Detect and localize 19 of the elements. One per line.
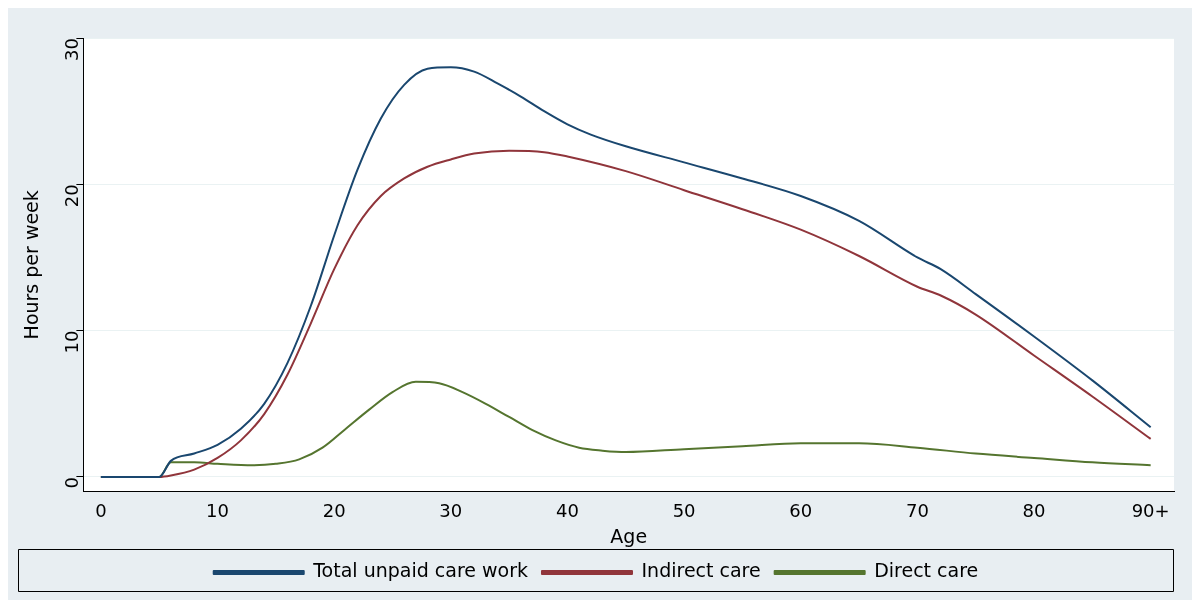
- y-tick-label: 10: [61, 330, 83, 354]
- x-axis-title: Age: [610, 524, 648, 547]
- x-tick-label: 30: [439, 500, 463, 522]
- x-tick-label: 70: [905, 500, 929, 522]
- y-tick-label: 0: [61, 476, 83, 489]
- x-tick-label: 0: [95, 500, 107, 522]
- x-tick-label: 40: [556, 500, 579, 522]
- legend-label: Indirect care: [641, 559, 761, 582]
- legend-label: Direct care: [874, 559, 979, 582]
- y-tick-label: 30: [61, 38, 83, 61]
- x-tick-label: 60: [789, 500, 813, 522]
- x-tick-label: 50: [672, 500, 696, 522]
- y-axis-title: Hours per week: [20, 190, 43, 340]
- legend-label: Total unpaid care work: [312, 559, 529, 582]
- y-tick-label: 20: [61, 184, 83, 208]
- x-tick-label: 80: [1022, 500, 1046, 522]
- x-tick-label: 90+: [1131, 500, 1170, 522]
- x-tick-label: 20: [322, 500, 346, 522]
- x-tick-label: 10: [206, 500, 229, 522]
